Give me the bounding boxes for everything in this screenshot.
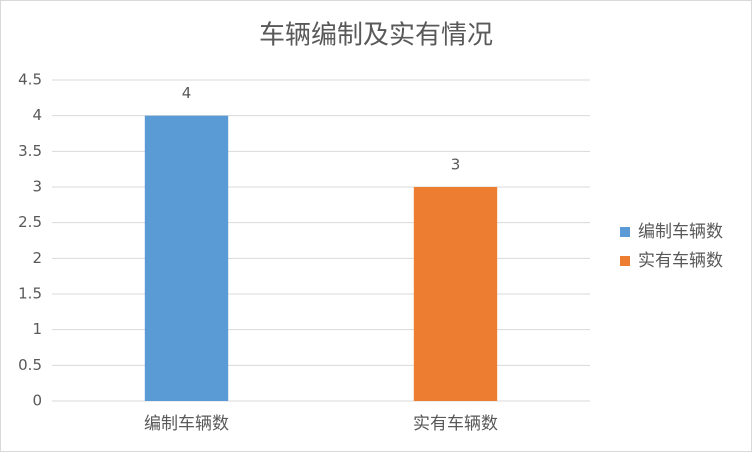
value-label: 4 [182,84,192,102]
y-tick-label: 1.5 [18,285,42,303]
legend-label: 编制车辆数 [638,222,723,242]
legend-swatch [620,227,630,237]
legend-label: 实有车辆数 [638,251,723,271]
legend-swatch [620,256,630,266]
y-tick-label: 0 [32,392,42,410]
y-tick-label: 3 [32,178,42,196]
y-tick-label: 4 [32,106,42,124]
y-tick-label: 4.5 [18,71,42,89]
chart-title: 车辆编制及实有情况 [259,21,493,51]
bar [144,115,229,402]
x-tick-label: 编制车辆数 [144,414,229,434]
x-tick-label: 实有车辆数 [413,414,498,434]
y-tick-label: 1 [32,320,42,338]
y-tick-label: 2 [32,249,42,267]
y-tick-label: 2.5 [18,213,42,231]
value-label: 3 [451,156,461,174]
y-tick-label: 3.5 [18,142,42,160]
y-tick-label: 0.5 [18,356,42,374]
bar [413,187,498,401]
